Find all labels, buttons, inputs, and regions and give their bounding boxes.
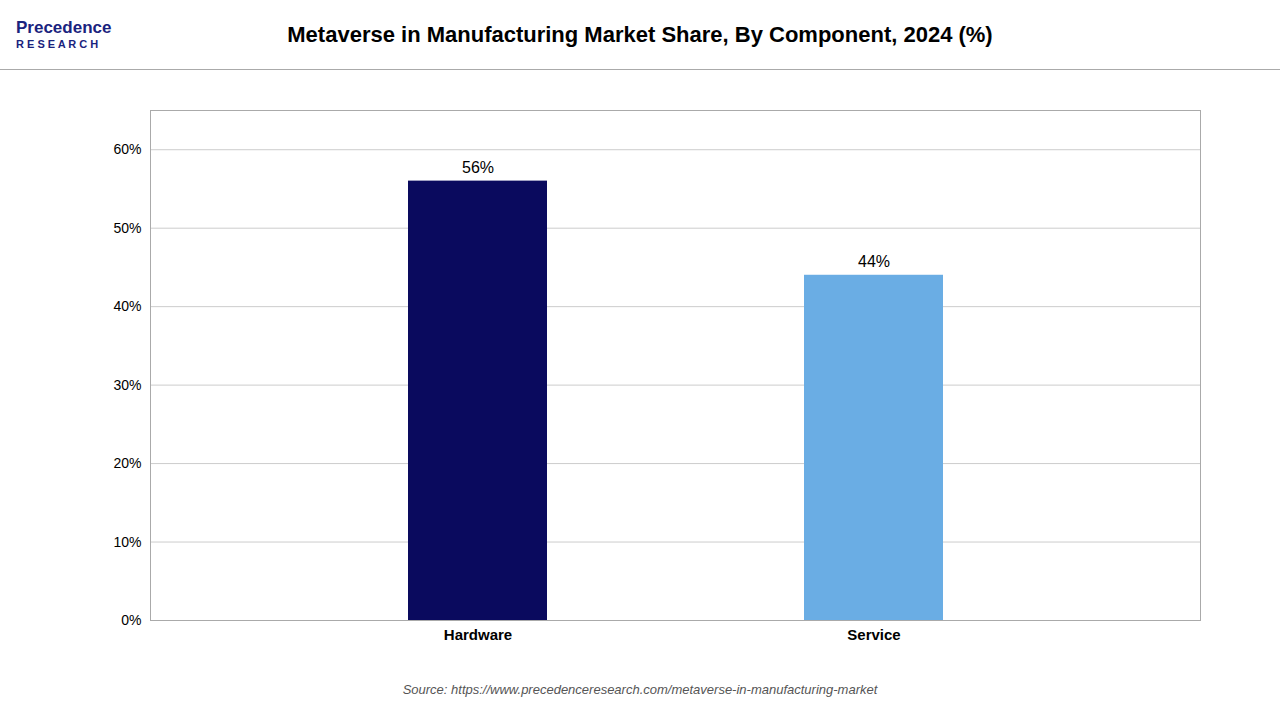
svg-text:56%: 56% — [462, 159, 494, 176]
svg-text:0%: 0% — [121, 612, 141, 628]
svg-text:30%: 30% — [113, 377, 141, 393]
html-text:R E S E A R C H: R E S E A R C H — [16, 38, 99, 51]
svg-text:Hardware: Hardware — [444, 626, 512, 643]
html-text:Metaverse in Manufacturing Mar: Metaverse in Manufacturing Market Share,… — [287, 21, 993, 47]
svg-text:10%: 10% — [113, 534, 141, 550]
svg-text:40%: 40% — [113, 298, 141, 314]
svg-text:50%: 50% — [113, 220, 141, 236]
svg-text:20%: 20% — [113, 455, 141, 471]
svg-text:Service: Service — [847, 626, 900, 643]
svg-text:44%: 44% — [858, 253, 890, 270]
html-text:Source: https://www.precedence: Source: https://www.precedenceresearch.c… — [402, 682, 878, 697]
html-text:Precedence: Precedence — [16, 17, 112, 37]
svg-text:60%: 60% — [113, 141, 141, 157]
